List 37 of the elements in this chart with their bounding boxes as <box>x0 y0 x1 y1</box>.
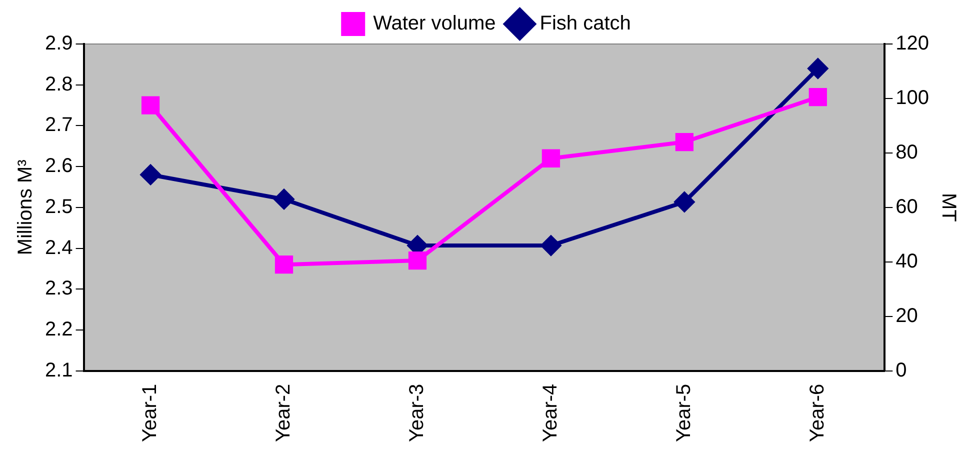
point <box>808 88 827 106</box>
y-tick-label: 2.9 <box>44 32 73 55</box>
y2-tick-label: 20 <box>896 304 918 327</box>
x-tick-label: Year-2 <box>272 384 295 442</box>
legend-label: Water volume <box>373 12 496 35</box>
y-tick-label: 2.8 <box>44 73 73 96</box>
y-tick-label: 2.1 <box>44 359 73 382</box>
x-tick-label: Year-4 <box>539 384 562 442</box>
y-tick-label: 2.4 <box>44 236 73 259</box>
point <box>408 251 427 270</box>
y2-tick-label: 40 <box>896 250 918 272</box>
point <box>675 132 694 152</box>
y2-tick-label: 120 <box>896 32 930 55</box>
y2-tick-label: 80 <box>896 141 918 164</box>
legend-label: Fish catch <box>540 12 631 35</box>
point <box>274 189 294 210</box>
point <box>141 96 160 114</box>
y-tick-label: 2.7 <box>44 114 73 136</box>
point <box>274 256 294 274</box>
y2-tick-label: 100 <box>896 86 930 109</box>
y-tick-label: 2.3 <box>44 278 73 300</box>
x-tick-label: Year-1 <box>139 384 162 442</box>
point <box>808 58 828 79</box>
y2-axis-title: MT <box>937 192 960 222</box>
point <box>542 149 560 168</box>
y2-tick-label: 60 <box>896 196 918 218</box>
y-tick-label: 2.2 <box>44 318 73 340</box>
y2-tick-label: 0 <box>896 359 907 382</box>
x-tick-label: Year-3 <box>406 384 428 442</box>
x-tick-label: Year-5 <box>672 384 695 442</box>
y-axis-title: Millions M³ <box>14 159 37 256</box>
point <box>540 236 561 256</box>
x-tick-label: Year-6 <box>806 384 828 442</box>
point <box>140 164 161 185</box>
point <box>674 192 694 212</box>
y-tick-label: 2.6 <box>44 155 73 178</box>
y-tick-label: 2.5 <box>44 196 73 218</box>
